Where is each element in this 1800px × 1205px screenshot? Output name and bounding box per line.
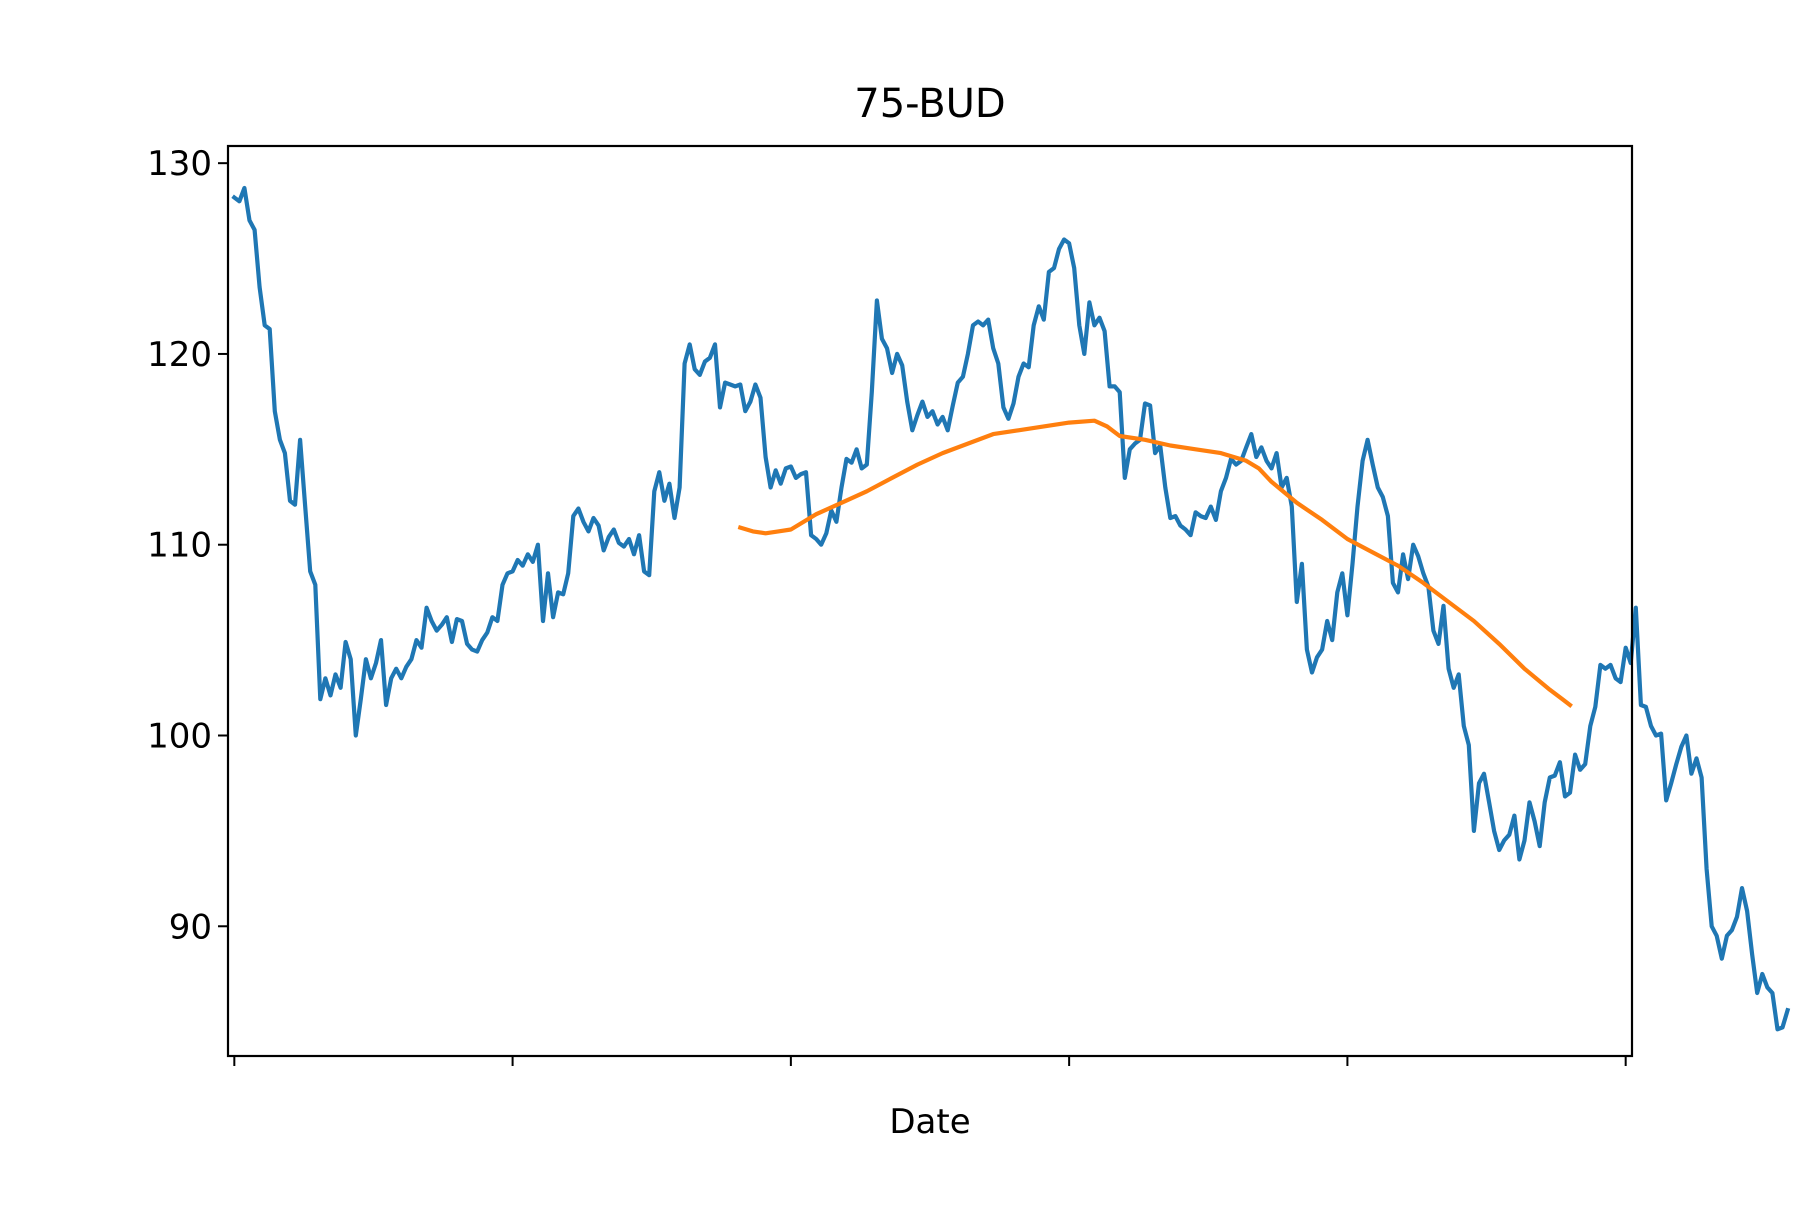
y-tick-label: 90 bbox=[169, 907, 212, 947]
axes-frame bbox=[226, 144, 1634, 1058]
y-tick-label: 100 bbox=[147, 716, 212, 756]
series-line-price bbox=[231, 185, 1791, 1032]
x-axis-label: Date bbox=[889, 1102, 970, 1142]
axes-ticks: 90 100 110 120 130 bbox=[147, 144, 1627, 1066]
y-tick-label: 110 bbox=[147, 526, 212, 566]
chart-title: 75-BUD bbox=[854, 81, 1005, 127]
plot-area bbox=[231, 185, 1791, 1032]
series-line-moving-average bbox=[737, 418, 1573, 708]
y-tick-label: 120 bbox=[147, 335, 212, 375]
y-tick-label: 130 bbox=[147, 144, 212, 184]
